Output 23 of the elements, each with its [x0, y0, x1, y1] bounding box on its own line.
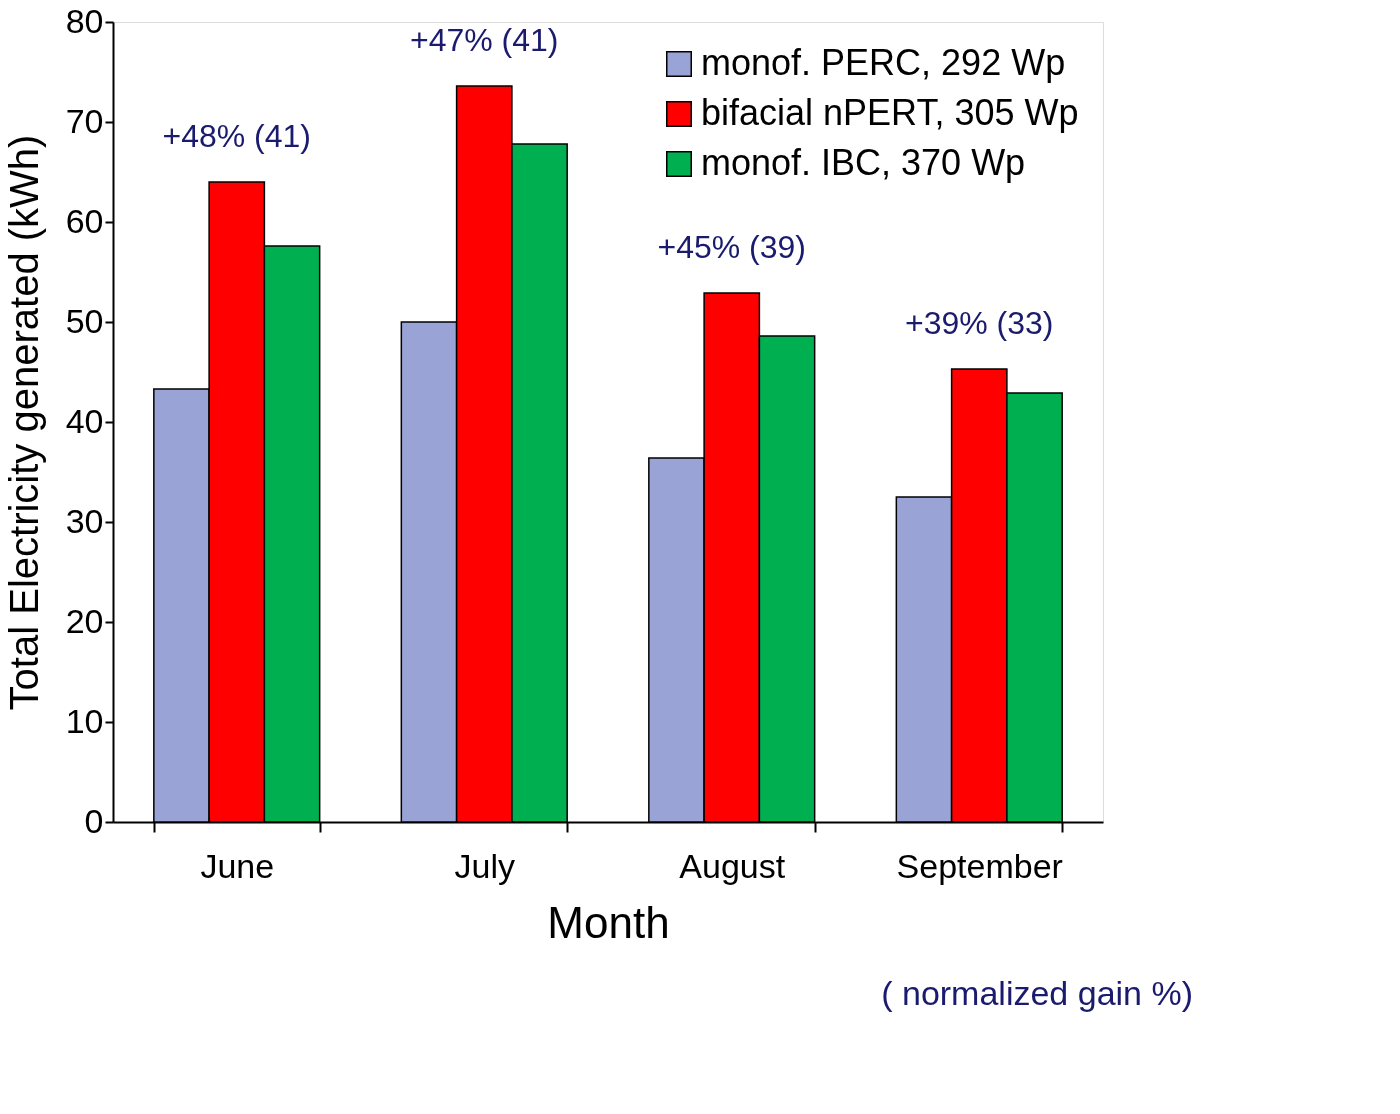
- y-tick-label: 40: [65, 401, 104, 440]
- y-axis-title: Total Electricity generated (kWh): [1, 134, 46, 711]
- x-axis-title: Month: [547, 897, 670, 947]
- x-tick-label: July: [454, 846, 515, 885]
- y-tick-label: 30: [65, 501, 104, 540]
- annotation: +47% (41): [409, 22, 559, 58]
- y-tick-label: 60: [65, 201, 104, 240]
- y-tick-label: 80: [65, 1, 104, 40]
- x-tick-label: August: [679, 846, 786, 885]
- annotation: +48% (41): [162, 118, 312, 154]
- legend-label: monof. PERC, 292 Wp: [701, 42, 1066, 83]
- text: ( normalized gain %): [881, 974, 1193, 1012]
- annotation: +39% (33): [904, 305, 1054, 341]
- y-tick-label: 0: [84, 801, 104, 840]
- y-tick-label: 20: [65, 601, 104, 640]
- x-tick-label: September: [896, 846, 1063, 885]
- y-tick-label: 10: [65, 701, 104, 740]
- x-tick-label: June: [200, 846, 275, 885]
- legend-label: bifacial nPERT, 305 Wp: [701, 92, 1079, 133]
- y-tick-label: 50: [65, 301, 104, 340]
- y-tick-label: 70: [65, 101, 104, 140]
- legend-label: monof. IBC, 370 Wp: [701, 142, 1026, 183]
- annotation: +45% (39): [657, 229, 807, 265]
